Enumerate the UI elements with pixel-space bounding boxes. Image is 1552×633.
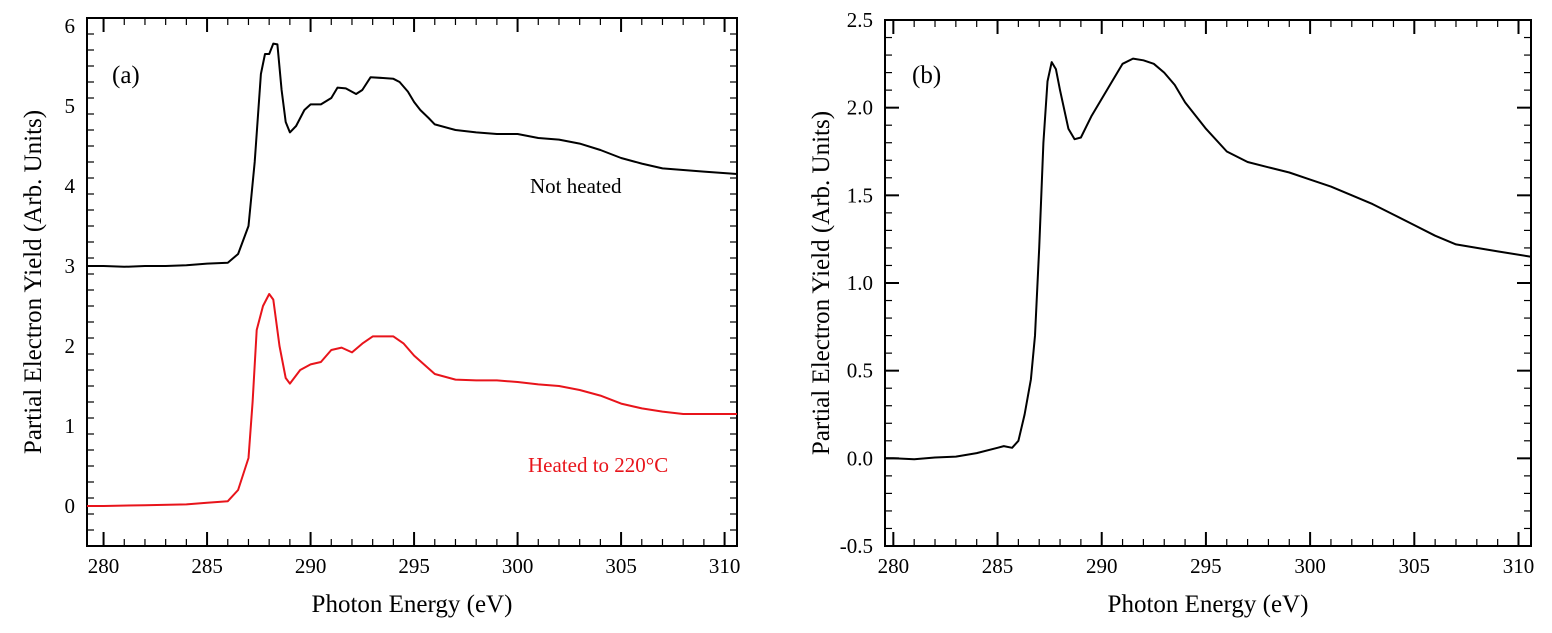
x-tick-label: 310 xyxy=(1503,554,1535,578)
x-tick-label: 300 xyxy=(1294,554,1326,578)
x-tick-label: 295 xyxy=(1190,554,1222,578)
x-tick-label: 290 xyxy=(295,554,327,578)
series-line-0 xyxy=(885,57,1532,461)
panel-a: 280 285 290 295 300 305 310 0 1 2 3 4 5 6 Photon Energ… xyxy=(20,14,740,618)
plot-frame xyxy=(884,19,1532,547)
y-tick-label: 6 xyxy=(65,14,76,38)
y-tick-label: 2.5 xyxy=(847,8,873,32)
y-axis-label: Partial Electron Yield (Arb. Units) xyxy=(808,111,835,455)
y-tick-label: 2 xyxy=(65,334,76,358)
y-tick-label: 1.5 xyxy=(847,183,873,207)
x-axis-label: Photon Energy (eV) xyxy=(1108,591,1309,618)
panel-label: (b) xyxy=(912,62,941,89)
panel-b: 280 285 290 295 300 305 310 -0.5 0.0 0.5 1.0 1.5 2.0… xyxy=(808,8,1534,618)
y-tick-label: 3 xyxy=(65,254,76,278)
x-tick-label: 285 xyxy=(982,554,1014,578)
y-tick-label: 2.0 xyxy=(847,96,873,120)
y-tick-label: 4 xyxy=(65,174,76,198)
x-tick-label: 300 xyxy=(502,554,534,578)
y-axis-label: Partial Electron Yield (Arb. Units) xyxy=(20,110,47,454)
x-axis-label: Photon Energy (eV) xyxy=(312,591,513,618)
y-tick-label: 5 xyxy=(65,94,76,118)
plot-frame xyxy=(86,17,738,547)
y-tick-label: -0.5 xyxy=(840,534,873,558)
y-tick-label: 0.0 xyxy=(847,446,873,470)
x-tick-label: 305 xyxy=(605,554,637,578)
x-tick-label: 280 xyxy=(878,554,910,578)
x-tick-label: 290 xyxy=(1086,554,1118,578)
x-tick-label: 285 xyxy=(191,554,223,578)
x-tick-label: 295 xyxy=(398,554,430,578)
series-line-1 xyxy=(87,293,737,507)
y-tick-label: 0 xyxy=(65,494,76,518)
y-tick-label: 0.5 xyxy=(847,359,873,383)
series-label: Heated to 220°C xyxy=(528,453,668,477)
x-tick-label: 305 xyxy=(1399,554,1431,578)
y-tick-label: 1.0 xyxy=(847,271,873,295)
panel-label: (a) xyxy=(112,62,140,89)
y-tick-label: 1 xyxy=(65,414,76,438)
series-line-0 xyxy=(87,42,738,268)
series-label: Not heated xyxy=(530,174,622,198)
x-tick-label: 280 xyxy=(88,554,120,578)
x-tick-label: 310 xyxy=(709,554,741,578)
